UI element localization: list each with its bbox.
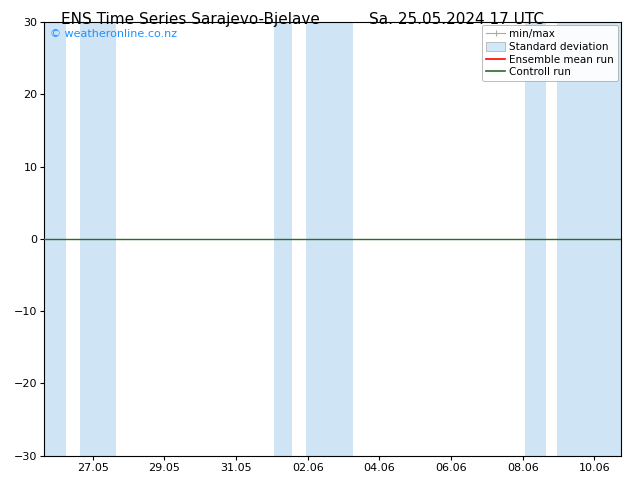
Bar <box>44 22 66 456</box>
Text: Sa. 25.05.2024 17 UTC: Sa. 25.05.2024 17 UTC <box>369 12 544 27</box>
Legend: min/max, Standard deviation, Ensemble mean run, Controll run: min/max, Standard deviation, Ensemble me… <box>482 25 618 81</box>
Bar <box>557 22 621 456</box>
Bar <box>81 22 116 456</box>
Text: © weatheronline.co.nz: © weatheronline.co.nz <box>50 28 178 39</box>
Bar <box>274 22 292 456</box>
Bar <box>306 22 353 456</box>
Text: ENS Time Series Sarajevo-Bjelave: ENS Time Series Sarajevo-Bjelave <box>61 12 320 27</box>
Bar <box>524 22 546 456</box>
